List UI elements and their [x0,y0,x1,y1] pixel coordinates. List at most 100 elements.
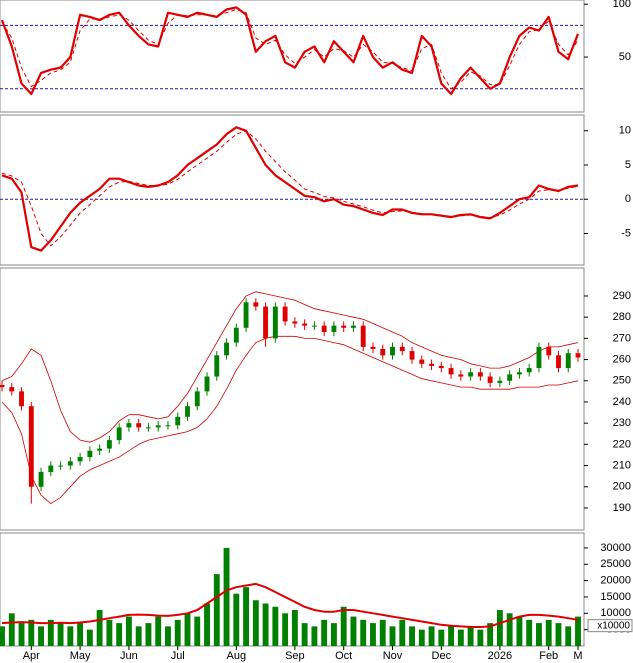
candle-body [370,346,376,349]
band-lower [1,335,579,505]
volume-bar [409,626,415,646]
x-tick-label: 2026 [488,650,512,662]
candle-body [516,372,522,375]
candle-body [87,450,93,458]
x-tick-label: Sep [285,650,305,662]
candle-body [165,425,171,427]
volume-bar [467,626,474,646]
candle-body [556,355,561,369]
x-tick-label: Apr [23,650,40,662]
candle-body [67,461,73,466]
x-tick-label: Jun [120,650,138,662]
volume-bar [165,626,171,646]
volume-bar [291,610,298,646]
candle-body [77,457,83,462]
volume-bar [379,619,386,646]
volume-bar [516,616,523,646]
panel-frame [0,0,585,113]
panel-frame [0,267,585,531]
y-tick-label: 260 [613,353,631,365]
candle-body [126,423,132,428]
volume-bar [0,626,5,646]
candle-body [233,327,239,343]
volume-bar [38,626,44,646]
y-tick-label: 10000 [600,607,631,619]
y-tick-label: 270 [613,332,631,344]
candle-body [292,321,298,324]
x-tick-label: Dec [432,650,452,662]
volume-bar [145,623,152,646]
candle-body [263,306,269,339]
volume-ma [1,582,579,628]
volume-bar [438,629,445,646]
volume-bar [370,623,376,646]
volume-bar [389,626,396,646]
candle-body [575,353,581,358]
candle-body [106,440,112,449]
y-tick-label: 240 [613,396,631,408]
candle-body [438,365,444,369]
candle-body [507,374,513,381]
x-tick-label: Nov [383,650,403,662]
volume-bar [496,610,503,646]
volume-bar [135,626,142,646]
y-tick-label: 50 [619,51,631,63]
candle-body [536,346,542,369]
candle-body [282,306,288,322]
volume-bar [477,629,484,646]
volume-bar [18,623,25,646]
volume-bar [575,616,581,646]
volume-bar [204,603,210,646]
candle-body [341,325,347,328]
y-tick-label: 190 [613,502,631,514]
candle-body [487,376,493,383]
volume-bar [555,623,562,646]
volume-bar [321,619,328,646]
candle-body [224,342,229,356]
indicator-line [0,6,580,96]
volume-bar [360,619,367,646]
candle-body [175,416,181,426]
volume-bar [536,623,542,646]
volume-bar [252,600,259,646]
candle-body [272,306,278,339]
x-tick-label: M [573,650,582,662]
candle-body [321,325,327,333]
candle-body [243,302,249,328]
band-upper [1,291,579,443]
candle-body [390,346,395,356]
candle-body [331,325,337,333]
volume-bar [223,547,230,646]
candle-body [448,368,454,375]
volume-bar [125,616,132,646]
candle-body [419,359,425,364]
volume-bar [213,574,220,646]
volume-bar [116,623,123,646]
y-tick-label: 250 [613,375,631,387]
volume-bar [8,613,15,646]
volume-bar [57,623,64,646]
y-tick-label: 30000 [600,542,631,554]
candle-body [360,325,366,347]
candle-body [9,387,15,392]
candle-body [409,351,415,360]
indicator-line [1,126,579,252]
volume-bar [487,623,494,646]
volume-bar [301,623,308,646]
candle-body [214,355,220,377]
volume-bar [565,626,572,646]
indicator-line [1,9,579,90]
candle-body [546,346,552,356]
y-tick-label: 0 [625,193,631,205]
volume-bar [77,623,84,646]
candle-body [136,423,142,428]
volume-bar [457,629,464,646]
volume-bar [418,629,425,646]
x-tick-label: Jul [171,650,185,662]
y-tick-label: 25000 [600,558,631,570]
x-tick-label: May [70,650,91,662]
y-tick-label: 5 [625,159,631,171]
volume-bar [428,626,435,646]
volume-bar [340,606,347,646]
